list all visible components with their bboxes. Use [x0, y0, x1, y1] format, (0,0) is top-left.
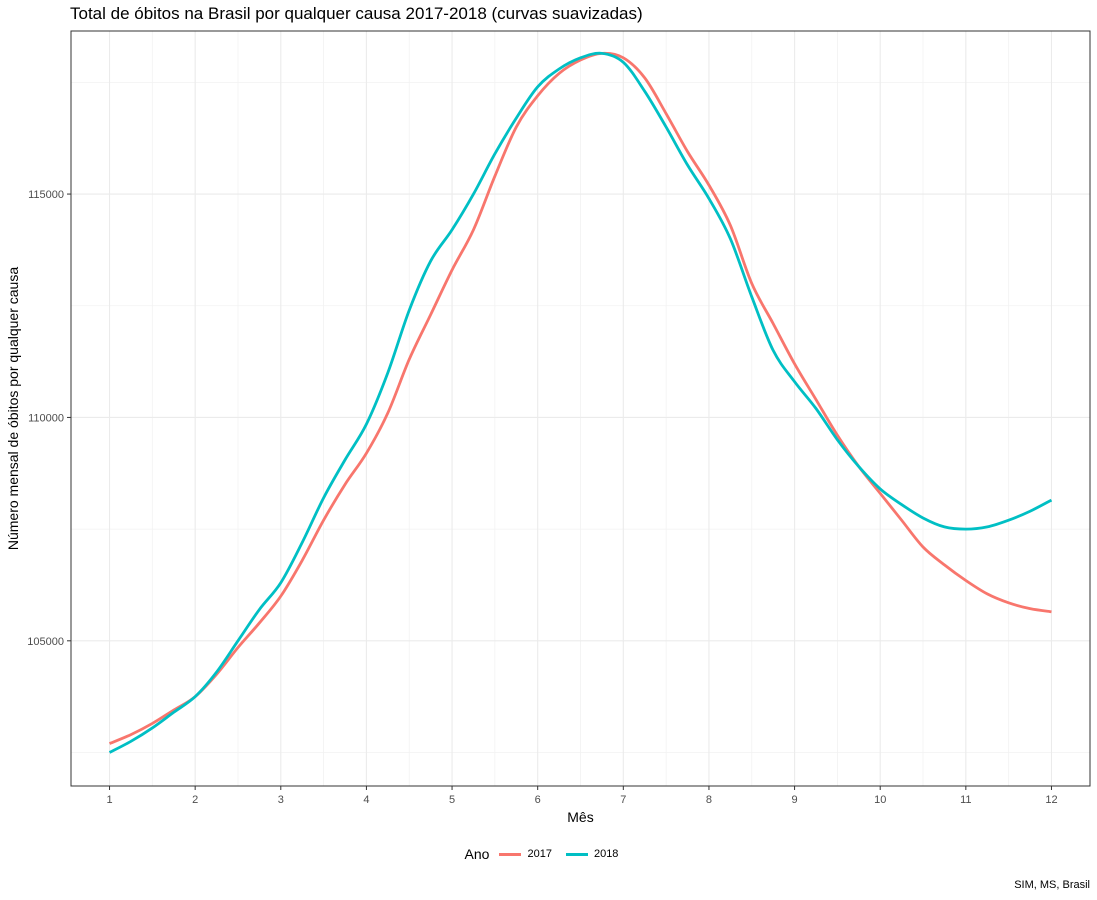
- legend-label-2017: 2017: [527, 848, 552, 860]
- x-tick-label: 4: [363, 794, 369, 806]
- legend-item-2017: 2017: [499, 848, 552, 860]
- x-tick-label: 12: [1045, 794, 1057, 806]
- x-axis: 1 2 3 4 5 6 7 8 9 10 11 12: [106, 786, 1058, 806]
- legend-title: Ano: [464, 846, 490, 862]
- x-tick-label: 7: [620, 794, 626, 806]
- x-tick-label: 3: [278, 794, 284, 806]
- legend-label-2018: 2018: [593, 848, 619, 860]
- legend-key-2017: [499, 852, 522, 856]
- chart-title: Total de óbitos na Brasil por qualquer c…: [70, 4, 643, 23]
- x-tick-label: 11: [960, 794, 971, 806]
- x-tick-label: 2: [192, 794, 198, 806]
- series-line-2017: [108, 51, 1052, 745]
- legend: Ano 2017 2018: [0, 846, 1097, 862]
- y-axis: 105000 110000 115000: [27, 189, 71, 648]
- series-layer: [108, 51, 1053, 754]
- x-axis-title: Mês: [567, 809, 593, 825]
- y-tick-label: 105000: [27, 636, 64, 648]
- x-tick-label: 10: [874, 794, 886, 806]
- caption: SIM, MS, Brasil: [1014, 879, 1090, 891]
- legend-key-2018: [565, 852, 588, 856]
- x-tick-label: 5: [449, 794, 455, 806]
- x-tick-label: 6: [535, 794, 541, 806]
- major-gridlines: [71, 31, 1090, 786]
- minor-gridlines: [71, 31, 1090, 786]
- y-tick-label: 115000: [28, 189, 64, 201]
- legend-item-2018: 2018: [565, 848, 619, 860]
- y-axis-title: Número mensal de óbitos por qualquer cau…: [5, 267, 21, 550]
- y-tick-label: 110000: [28, 412, 64, 424]
- x-tick-label: 9: [792, 794, 798, 806]
- x-tick-label: 8: [706, 794, 712, 806]
- series-line-2018: [108, 51, 1053, 754]
- panel-border: [70, 30, 1091, 787]
- x-tick-label: 1: [106, 794, 112, 806]
